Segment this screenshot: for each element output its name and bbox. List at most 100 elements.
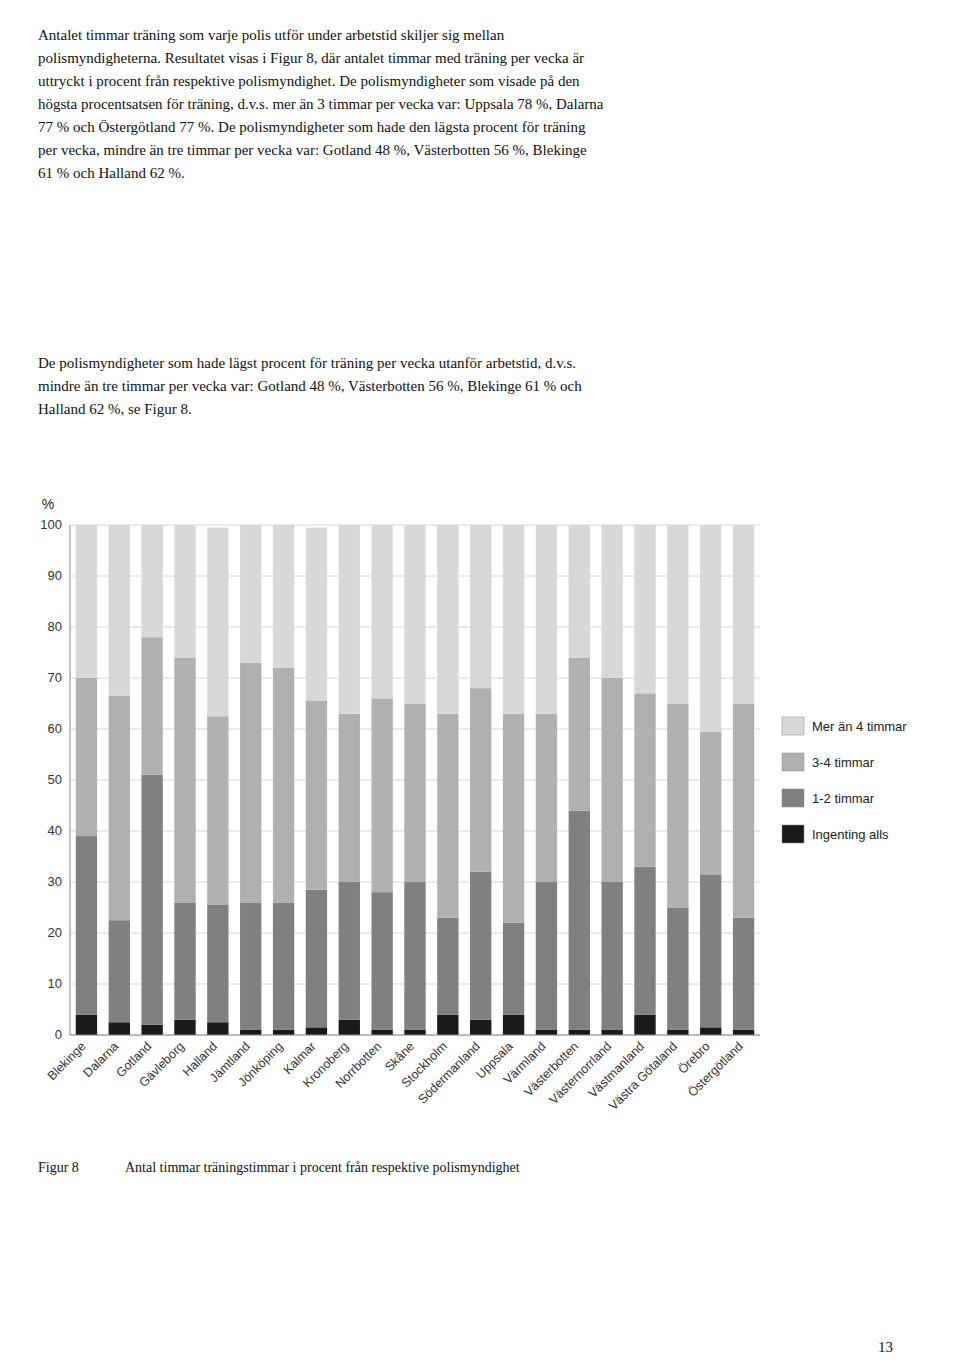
bar-segment: [207, 716, 228, 905]
legend-label: 1-2 timmar: [812, 791, 875, 806]
bar-segment: [240, 1030, 261, 1035]
bar-segment: [700, 874, 721, 1027]
legend: Mer än 4 timmar3-4 timmar1-2 timmarIngen…: [782, 717, 907, 843]
paragraph-line: 61 % och Halland 62 %.: [38, 165, 185, 181]
bar-segment: [634, 1015, 655, 1035]
legend-label: Ingenting alls: [812, 827, 889, 842]
legend-swatch: [782, 717, 804, 735]
bar-segment: [174, 1020, 195, 1035]
bar-segment: [76, 525, 97, 678]
chart: 0102030405060708090100%BlekingeDalarnaGo…: [40, 496, 907, 1113]
bar-segment: [207, 905, 228, 1022]
bar-segment: [733, 704, 754, 918]
bar-segment: [634, 525, 655, 693]
bar-segment: [667, 525, 688, 704]
bar-segment: [601, 882, 622, 1030]
x-axis-line: [70, 1035, 760, 1036]
bar-segment: [700, 525, 721, 732]
bar-segment: [733, 918, 754, 1030]
bar-segment: [601, 1030, 622, 1035]
bar-segment: [437, 918, 458, 1015]
bar-segment: [700, 1027, 721, 1035]
x-tick-label: Norrbotten: [333, 1039, 385, 1091]
bar-segment: [273, 525, 294, 668]
bar-segment: [371, 1030, 392, 1035]
bar-segment: [141, 775, 162, 1025]
bar-segment: [207, 528, 228, 717]
paragraph-line: högsta procentsatsen för träning, d.v.s.…: [38, 96, 604, 112]
bar-segment: [437, 1015, 458, 1035]
bar-segment: [404, 525, 425, 704]
paragraph-line: uttryckt i procent från respektive polis…: [38, 73, 580, 89]
bar-segment: [569, 1030, 590, 1035]
y-tick-label: 50: [48, 772, 62, 787]
bar-segment: [503, 525, 524, 714]
bar-segment: [470, 688, 491, 872]
legend-label: Mer än 4 timmar: [812, 719, 907, 734]
bar-segment: [306, 528, 327, 701]
bar-segment: [141, 525, 162, 637]
bar-segment: [634, 693, 655, 866]
bar-segment: [306, 701, 327, 890]
bar-segment: [109, 525, 130, 696]
bar-segment: [667, 704, 688, 908]
bar-segment: [339, 882, 360, 1020]
bar-segment: [141, 1025, 162, 1035]
bar-segment: [109, 696, 130, 920]
bar-segment: [109, 1022, 130, 1035]
bar-segment: [733, 525, 754, 704]
bar-segment: [667, 908, 688, 1030]
y-tick-label: 90: [48, 568, 62, 583]
bar-segment: [306, 890, 327, 1028]
bar-segment: [174, 525, 195, 658]
bar-segment: [339, 1020, 360, 1035]
x-tick-label: Gävleborg: [136, 1039, 187, 1090]
paragraph-line: per vecka, mindre än tre timmar per veck…: [38, 142, 587, 158]
legend-swatch: [782, 825, 804, 843]
bar-segment: [371, 892, 392, 1030]
x-tick-label: Dalarna: [81, 1039, 122, 1080]
bar-segment: [141, 637, 162, 775]
paragraph-line: polismyndigheterna. Resultatet visas i F…: [38, 50, 584, 66]
bar-segment: [503, 923, 524, 1015]
bar-segment: [371, 698, 392, 892]
page-number: 13: [878, 1339, 893, 1355]
legend-swatch: [782, 753, 804, 771]
bar-segment: [306, 1027, 327, 1035]
bar-segment: [470, 872, 491, 1020]
bar-segment: [503, 714, 524, 923]
bar-segment: [536, 714, 557, 882]
bar-segment: [76, 1015, 97, 1035]
bar-segment: [733, 1030, 754, 1035]
bar-segment: [273, 668, 294, 903]
bar-segment: [207, 1022, 228, 1035]
bar-segment: [404, 704, 425, 883]
background: [0, 0, 960, 1369]
bar-segment: [174, 902, 195, 1019]
x-tick-label: Södermanland: [415, 1039, 482, 1106]
y-axis-label: %: [42, 496, 54, 512]
figure-label: Figur 8: [38, 1160, 79, 1175]
y-tick-label: 60: [48, 721, 62, 736]
paragraph-line: De polismyndigheter som hade lägst proce…: [38, 355, 576, 371]
bar-segment: [371, 525, 392, 698]
paragraph: De polismyndigheter som hade lägst proce…: [38, 355, 582, 417]
bar-segment: [536, 1030, 557, 1035]
bar-segment: [437, 714, 458, 918]
bar-segment: [404, 1030, 425, 1035]
paragraph-line: 77 % och Östergötland 77 %. De polismynd…: [38, 119, 586, 135]
bar-segment: [503, 1015, 524, 1035]
x-tick-label: Västmanland: [586, 1039, 648, 1101]
bar-segment: [569, 525, 590, 658]
bar-segment: [536, 882, 557, 1030]
bar-segment: [273, 1030, 294, 1035]
paragraph-line: Antalet timmar träning som varje polis u…: [38, 27, 505, 43]
bar-segment: [240, 525, 261, 663]
bar-segment: [76, 836, 97, 1015]
bar-segment: [273, 902, 294, 1030]
y-tick-label: 70: [48, 670, 62, 685]
bar-segment: [470, 525, 491, 688]
bar-segment: [240, 663, 261, 903]
figure-caption: Antal timmar träningstimmar i procent fr…: [125, 1160, 520, 1175]
bar-segment: [404, 882, 425, 1030]
